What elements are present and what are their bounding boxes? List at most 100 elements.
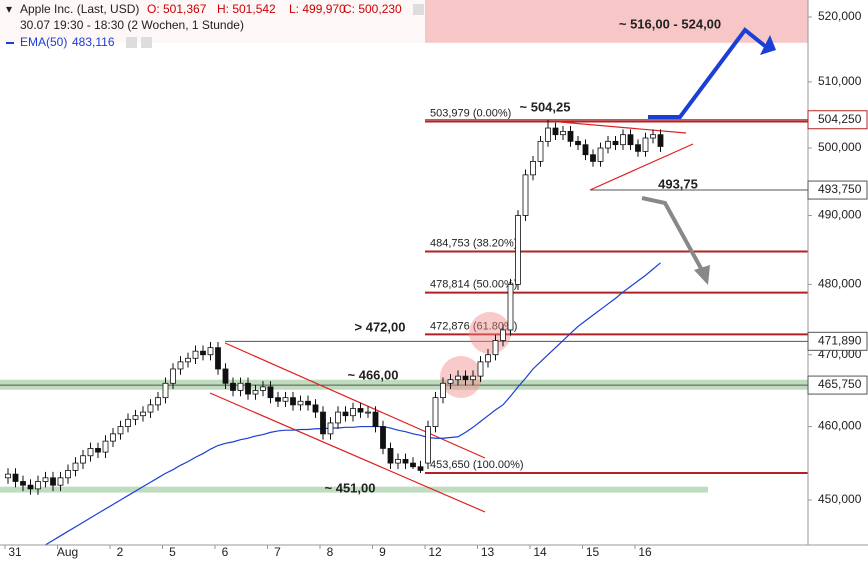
- candle-body: [125, 418, 131, 427]
- y-tick-label: 460,000: [818, 419, 862, 433]
- arrow: [648, 27, 772, 119]
- candle-body: [582, 144, 589, 156]
- fib-label: 478,814 (50.00%): [430, 279, 517, 291]
- candle-body: [620, 134, 626, 146]
- candle-body: [267, 386, 274, 399]
- candle-body: [95, 448, 101, 453]
- ema-line: [44, 262, 661, 545]
- collapse-icon[interactable]: ▾: [6, 2, 12, 16]
- ohlc: O: 501,367: [147, 2, 207, 16]
- candle-body: [237, 382, 244, 391]
- candle-body: [627, 134, 634, 146]
- candle-body: [455, 375, 461, 381]
- candle-body: [575, 140, 581, 146]
- arrow-head: [760, 35, 776, 55]
- candle-body: [200, 350, 206, 356]
- candle-body: [597, 147, 604, 162]
- fib-label: 453,650 (100.00%): [430, 459, 524, 471]
- y-tick-label: 520,000: [818, 9, 862, 23]
- candle-body: [80, 455, 86, 464]
- candle-body: [485, 354, 491, 363]
- candle-body: [492, 340, 499, 356]
- candle-body: [537, 140, 544, 162]
- candle-body: [425, 426, 431, 464]
- candle-body: [185, 357, 191, 363]
- candle-body: [395, 459, 401, 464]
- settings-button[interactable]: [126, 37, 137, 48]
- candle-body: [72, 462, 79, 471]
- y-tick-label: 500,000: [818, 140, 862, 154]
- candle-body: [35, 481, 41, 490]
- candle-body: [507, 283, 514, 331]
- highlight: [469, 312, 511, 354]
- candle-body: [5, 473, 11, 479]
- candle-body: [222, 368, 229, 384]
- candle-body: [102, 440, 109, 453]
- candle-body: [560, 130, 566, 136]
- candle-body: [605, 140, 611, 149]
- x-tick-label: 14: [533, 545, 547, 559]
- legend-label: EMA(50): [20, 35, 67, 49]
- candle-body: [365, 411, 371, 414]
- x-tick-label: 7: [274, 545, 281, 559]
- candle-body: [140, 411, 146, 417]
- annotation: ~ 516,00 - 524,00: [619, 16, 721, 31]
- candle-body: [635, 144, 641, 152]
- candle-body: [515, 215, 521, 285]
- candle-body: [462, 375, 469, 381]
- candle-body: [612, 140, 619, 146]
- candle-body: [440, 382, 446, 399]
- x-tick-label: 16: [638, 545, 652, 559]
- candle-body: [50, 477, 56, 486]
- y-tick-label: 510,000: [818, 74, 862, 88]
- zone: [0, 486, 708, 493]
- settings-button[interactable]: [413, 4, 424, 15]
- ohlc: H: 501,542: [217, 2, 276, 16]
- candle-body: [155, 397, 161, 406]
- candle-body: [230, 382, 236, 391]
- y-tick-label: 490,000: [818, 208, 862, 222]
- candle-body: [342, 411, 349, 417]
- x-tick-label: 6: [222, 545, 229, 559]
- candle-body: [147, 404, 154, 413]
- candle-body: [27, 484, 34, 490]
- candle-body: [650, 134, 656, 139]
- candle-body: [162, 382, 169, 399]
- candle-body: [290, 397, 296, 406]
- close-button[interactable]: [141, 37, 152, 48]
- candle-body: [500, 329, 506, 341]
- candle-body: [12, 473, 19, 482]
- candle-body: [410, 462, 416, 468]
- annotation: > 472,00: [355, 319, 406, 334]
- candle-body: [402, 459, 409, 464]
- candle-body: [380, 426, 386, 449]
- candle-body: [297, 400, 304, 406]
- candle-body: [260, 386, 266, 391]
- candle-body: [552, 127, 559, 136]
- candle-body: [327, 422, 334, 435]
- candle-body: [117, 426, 124, 435]
- arrow-head: [694, 265, 710, 285]
- candle-body: [132, 415, 139, 420]
- candle-body: [567, 130, 574, 142]
- ohlc: L: 499,970: [289, 2, 346, 16]
- fib-label: 484,753 (38.20%): [430, 237, 517, 249]
- x-tick-label: 12: [428, 545, 442, 559]
- candle-body: [477, 361, 484, 377]
- candle-body: [192, 350, 199, 359]
- candle-body: [417, 466, 424, 471]
- price-marker-label: 471,890: [818, 333, 862, 347]
- y-tick-label: 480,000: [818, 277, 862, 291]
- candle-body: [387, 448, 394, 464]
- annotation: ~ 504,25: [520, 99, 571, 114]
- annotation: ~ 451,00: [325, 480, 376, 495]
- candle-body: [530, 161, 536, 176]
- arrow: [641, 196, 705, 273]
- candle-body: [282, 397, 289, 402]
- x-tick-label: Aug: [57, 545, 78, 559]
- x-tick-label: 2: [117, 545, 124, 559]
- fib-label: 503,979 (0.00%): [430, 107, 511, 119]
- price-marker-label: 493,750: [818, 182, 862, 196]
- price-marker-box: [807, 331, 868, 351]
